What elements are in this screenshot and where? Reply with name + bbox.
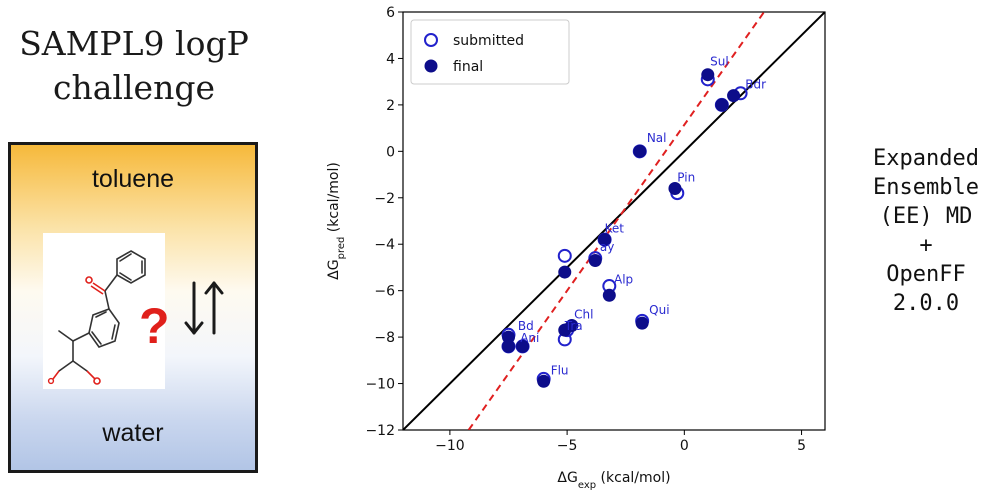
submitted-point [557,248,572,263]
final-point [537,374,551,388]
legend-submitted-marker [424,33,438,47]
point-label: Bd [518,319,534,333]
final-point [635,316,649,330]
y-tick-label: −4 [374,237,395,253]
y-tick-label: −12 [365,423,395,439]
fit-line [467,12,765,430]
title-line-1: SAMPL9 logP [19,24,249,63]
y-tick-label: 0 [386,144,395,160]
panel-title: SAMPL9 logP challenge [0,22,268,110]
point-label: Pin [677,171,695,185]
final-point [602,288,616,302]
point-label: Ani [520,331,539,345]
final-point [668,181,682,195]
y-tick-label: 4 [386,51,395,67]
legend-label: final [453,59,483,75]
final-point [715,98,729,112]
question-mark: ? [139,298,170,354]
y-tick-label: 6 [386,5,395,21]
final-point [516,339,530,353]
point-label: Chl [574,308,593,322]
final-point [558,323,572,337]
y-tick-label: −6 [374,284,395,300]
method-line-3: (EE) MD [879,204,973,229]
point-label: ay [600,240,614,254]
y-tick-label: −2 [374,191,395,207]
axes-frame [402,11,826,431]
method-label: Expanded Ensemble (EE) MD + OpenFF 2.0.0 [852,144,1000,318]
final-point [598,233,612,247]
toluene-label: toluene [91,165,175,193]
identity-line [403,12,825,430]
y-tick-label: −8 [374,330,395,346]
exchange-arrows-icon [181,277,227,343]
x-tick-label: 5 [797,438,806,454]
y-tick-label: −10 [365,377,395,393]
final-point [701,68,715,82]
point-label: Sul [710,54,729,68]
point-label: Bdr [745,78,766,92]
point-label: Flu [551,363,569,377]
plot-content [403,12,825,430]
final-point [633,144,647,158]
point-label: Nal [647,131,667,145]
point-label: Ket [605,222,625,236]
water-label: water [102,419,164,447]
x-tick-label: −10 [435,438,465,454]
legend-label: submitted [453,33,524,49]
method-line-2: Ensemble [873,175,979,200]
x-tick-label: 0 [680,438,689,454]
point-label: Tra [564,319,583,333]
method-line-4: + [919,233,933,258]
method-line-1: Expanded [873,146,979,171]
method-line-5: OpenFF [886,262,966,287]
final-point [502,339,515,353]
legend-final-marker [424,59,438,73]
ketoprofen-structure-icon [43,233,165,389]
title-line-2: challenge [53,68,215,107]
legend-box [410,19,570,85]
scatter-plot: −10 −5 0 5 −12 −10 −8 −6 −4 −2 0 2 4 6 ΔGexp (kcal/mol… [326,5,826,491]
final-point [588,253,602,267]
point-label: Alp [614,273,633,287]
y-tick-label: 2 [386,98,395,114]
final-point [558,265,572,279]
x-axis-label: ΔGexp (kcal/mol) [557,470,670,491]
x-tick-label: −5 [557,438,578,454]
y-axis-label: ΔGpred (kcal/mol) [326,162,347,280]
final-point [727,89,741,103]
method-line-6: 2.0.0 [892,291,960,316]
point-label: Qui [649,303,669,317]
partition-box: toluene [8,142,258,473]
